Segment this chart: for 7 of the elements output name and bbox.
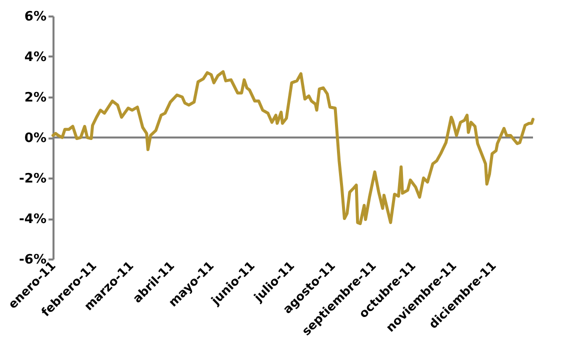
y-tick-label: -2%: [19, 172, 46, 186]
y-tick-label: 0%: [24, 131, 46, 146]
y-tick-label: 6%: [24, 10, 46, 24]
y-tick-label: 2%: [24, 90, 46, 106]
y-tick-label: -4%: [19, 212, 46, 227]
y-tick-label: 4%: [24, 50, 46, 65]
y-tick-label: -6%: [19, 252, 46, 268]
